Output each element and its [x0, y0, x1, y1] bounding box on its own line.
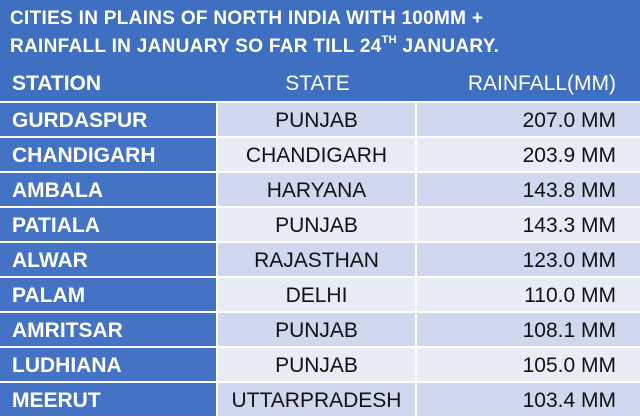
table-row: PATIALA PUNJAB 143.3 MM — [0, 206, 640, 241]
table-row: CHANDIGARH CHANDIGARH 203.9 MM — [0, 136, 640, 171]
title-line-2: RAINFALL IN JANUARY SO FAR TILL 24TH JAN… — [10, 33, 640, 61]
state-cell: PUNJAB — [218, 311, 417, 346]
table-row: LUDHIANA PUNJAB 105.0 MM — [0, 346, 640, 381]
table-row: PALAM DELHI 110.0 MM — [0, 276, 640, 311]
title-ordinal-suffix: TH — [381, 33, 397, 46]
title-line-1: CITIES IN PLAINS OF NORTH INDIA WITH 100… — [10, 8, 484, 29]
title-line-2-prefix: RAINFALL IN JANUARY SO FAR TILL 24 — [10, 36, 382, 57]
rainfall-cell: 108.1 MM — [417, 311, 640, 346]
station-cell: PALAM — [0, 276, 218, 311]
station-cell: MEERUT — [0, 381, 218, 416]
station-cell: LUDHIANA — [0, 346, 218, 381]
table-row: MEERUT UTTARPRADESH 103.4 MM — [0, 381, 640, 416]
table-title: CITIES IN PLAINS OF NORTH INDIA WITH 100… — [0, 0, 640, 66]
state-cell: CHANDIGARH — [218, 136, 417, 171]
state-cell: PUNJAB — [218, 346, 417, 381]
station-cell: GURDASPUR — [0, 101, 218, 136]
rainfall-cell: 123.0 MM — [417, 241, 640, 276]
header-state: STATE — [285, 72, 350, 95]
header-rainfall: RAINFALL(MM) — [467, 72, 616, 95]
title-line-2-suffix: JANUARY. — [396, 36, 500, 57]
table-header-row: STATION STATE RAINFALL(MM) — [0, 66, 640, 101]
header-station: STATION — [12, 72, 102, 95]
state-cell: PUNJAB — [218, 101, 417, 136]
rainfall-cell: 207.0 MM — [417, 101, 640, 136]
state-cell: UTTARPRADESH — [218, 381, 417, 416]
table-row: GURDASPUR PUNJAB 207.0 MM — [0, 101, 640, 136]
station-cell: CHANDIGARH — [0, 136, 218, 171]
table-row: ALWAR RAJASTHAN 123.0 MM — [0, 241, 640, 276]
rainfall-cell: 143.8 MM — [417, 171, 640, 206]
station-cell: ALWAR — [0, 241, 218, 276]
rainfall-cell: 143.3 MM — [417, 206, 640, 241]
rainfall-cell: 110.0 MM — [417, 276, 640, 311]
table-row: AMBALA HARYANA 143.8 MM — [0, 171, 640, 206]
station-cell: AMRITSAR — [0, 311, 218, 346]
station-cell: AMBALA — [0, 171, 218, 206]
rainfall-cell: 105.0 MM — [417, 346, 640, 381]
table-row: AMRITSAR PUNJAB 108.1 MM — [0, 311, 640, 346]
state-cell: HARYANA — [218, 171, 417, 206]
state-cell: PUNJAB — [218, 206, 417, 241]
rainfall-cell: 203.9 MM — [417, 136, 640, 171]
station-cell: PATIALA — [0, 206, 218, 241]
state-cell: DELHI — [218, 276, 417, 311]
rainfall-cell: 103.4 MM — [417, 381, 640, 416]
state-cell: RAJASTHAN — [218, 241, 417, 276]
